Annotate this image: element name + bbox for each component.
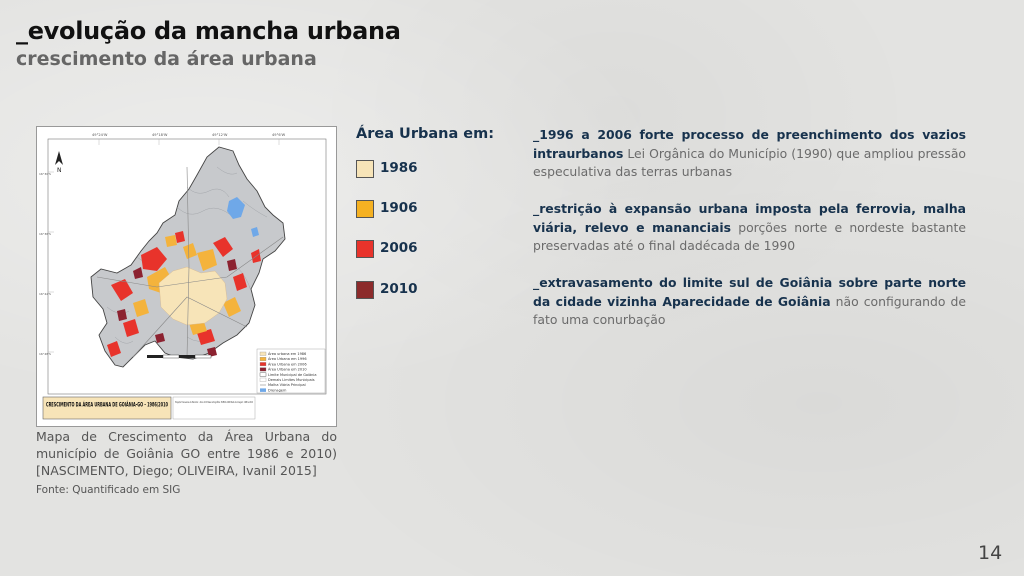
grid-label-top-1: 49°24'W <box>92 133 108 137</box>
grid-label-left-2: 16°36'S <box>39 232 51 236</box>
map-legend-item-2006: Área Urbana em 2006 <box>268 361 307 366</box>
grid-label-left-3: 16°42'S <box>39 292 51 296</box>
legend-swatch-1906 <box>356 200 374 218</box>
grid-label-top-4: 49°6'W <box>272 133 286 137</box>
page-subtitle: crescimento da área urbana <box>16 48 317 70</box>
legend-label-1906: 1906 <box>380 200 418 216</box>
grid-label-left-4: 16°48'S <box>39 352 51 356</box>
map-legend-item-1986: Área urbana em 1986 <box>268 351 306 356</box>
bullet-restriction: _restrição à expansão urbana imposta pel… <box>533 200 966 256</box>
bullet-overflow-bold: _extravasamento do limite sul de Goiânia… <box>533 275 966 309</box>
scale-bar <box>147 354 212 359</box>
bullet-infill-text: Lei Orgânica do Município (1990) que amp… <box>533 145 966 180</box>
bullet-infill-bold: _1996 a 2006 forte processo de preenchim… <box>533 127 966 161</box>
grid-label-top-2: 49°18'W <box>152 133 168 137</box>
urban-area-1986 <box>158 266 228 326</box>
legend-label-2006: 2006 <box>380 240 418 256</box>
map-inner-title: CRESCIMENTO DA ÁREA URBANA DE GOIÂNIA-GO… <box>46 402 168 409</box>
north-arrow-icon: N <box>55 151 63 174</box>
map-legend-item-drainage: Drenagem <box>268 388 287 392</box>
map-legend: Área urbana em 1986 Área Urbana em 1996 … <box>256 348 326 394</box>
map-title-box: CRESCIMENTO DA ÁREA URBANA DE GOIÂNIA-GO… <box>42 396 172 420</box>
page-number: 14 <box>978 542 1003 564</box>
legend-label-2010: 2010 <box>380 281 418 297</box>
bullet-infill: _1996 a 2006 forte processo de preenchim… <box>533 126 966 182</box>
page-title: _evolução da mancha urbana <box>16 17 401 45</box>
urban-growth-map: 49°24'W 49°18'W 49°12'W 49°6'W 16°30'S 1… <box>36 126 337 427</box>
main-roads <box>96 166 284 358</box>
bullet-overflow: _extravasamento do limite sul de Goiânia… <box>533 274 966 330</box>
urban-area-2006 <box>107 231 261 357</box>
map-legend-item-2010: Área Urbana em 2010 <box>268 367 307 372</box>
legend-swatch-2010 <box>356 281 374 299</box>
legend-swatch-1986 <box>356 160 374 178</box>
bullet-restriction-bold: _restrição à expansão urbana imposta pel… <box>533 201 966 235</box>
drainage-area <box>227 197 259 237</box>
svg-text:N: N <box>57 167 62 174</box>
map-legend-item-1996: Área Urbana em 1996 <box>268 356 307 361</box>
map-legend-item-limit: Limite Municipal de Goiânia <box>268 373 317 377</box>
map-legend-item-roads: Malha Viária Principal <box>268 383 306 387</box>
grid-label-left-1: 16°30'S <box>39 172 51 176</box>
legend-heading: Área Urbana em: <box>356 126 495 142</box>
map-legend-item-other-limits: Demais Limites Municipais <box>268 378 315 382</box>
map-caption: Mapa de Crescimento da Área Urbana do mu… <box>36 429 337 478</box>
urban-area-2010 <box>117 259 237 357</box>
legend-label-1986: 1986 <box>380 160 418 176</box>
projection-text: Projeção Transversa de Mercator - Zona 2… <box>175 400 253 404</box>
projection-box: Projeção Transversa de Mercator - Zona 2… <box>172 396 256 420</box>
grid-label-top-3: 49°12'W <box>212 133 228 137</box>
bullet-overflow-text: não configurando de fato uma conurbação <box>533 293 966 328</box>
map-source: Fonte: Quantificado em SIG <box>36 484 181 496</box>
legend-swatch-2006 <box>356 240 374 258</box>
bullet-restriction-text: porções norte e nordeste bastante preser… <box>533 219 967 254</box>
